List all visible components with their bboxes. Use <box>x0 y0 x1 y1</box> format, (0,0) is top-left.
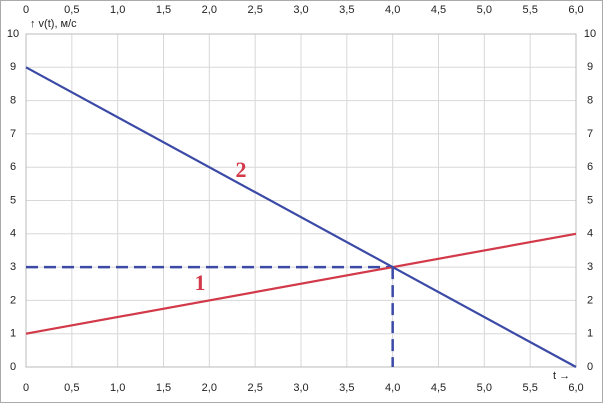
x-tick-label: 2,5 <box>248 382 263 394</box>
y-tick-label: 0 <box>10 361 16 373</box>
y-tick-label: 9 <box>10 61 16 73</box>
x-tick-label: 6,0 <box>568 382 583 394</box>
y-tick-label: 10 <box>584 28 596 40</box>
x-tick-label: 1,5 <box>156 382 171 394</box>
y-tick-label: 5 <box>10 194 16 206</box>
y-tick-label: 6 <box>587 161 593 173</box>
y-tick-label: 3 <box>10 261 16 273</box>
x-tick-label: 5,0 <box>477 382 492 394</box>
y-tick-label: 6 <box>10 161 16 173</box>
x-tick-label: 4,0 <box>385 382 400 394</box>
x-tick-label: 2,0 <box>202 382 217 394</box>
x-tick-label: 0,5 <box>64 382 79 394</box>
x-tick-label: 3,0 <box>293 4 308 16</box>
x-tick-label: 6,0 <box>568 4 583 16</box>
series-label: 2 <box>236 157 247 182</box>
x-tick-label: 1,0 <box>110 4 125 16</box>
x-tick-label: 4,5 <box>431 382 446 394</box>
series-label: 1 <box>195 270 206 295</box>
y-tick-label: 7 <box>587 128 593 140</box>
y-tick-label: 4 <box>587 228 593 240</box>
y-tick-label: 5 <box>587 194 593 206</box>
x-tick-label: 4,5 <box>431 4 446 16</box>
y-tick-label: 3 <box>587 261 593 273</box>
y-tick-label: 2 <box>10 294 16 306</box>
x-tick-label: 3,5 <box>339 382 354 394</box>
x-tick-label: 1,5 <box>156 4 171 16</box>
x-tick-label: 3,0 <box>293 382 308 394</box>
x-tick-label: 3,5 <box>339 4 354 16</box>
y-tick-label: 4 <box>10 228 16 240</box>
x-tick-label: 0 <box>23 382 29 394</box>
y-axis-label: ↑ v(t), м/с <box>30 18 77 30</box>
x-axis-label: t → <box>553 370 570 382</box>
y-tick-label: 1 <box>10 328 16 340</box>
line <box>25 66 577 368</box>
y-tick-label: 8 <box>587 95 593 107</box>
y-tick-label: 8 <box>10 95 16 107</box>
y-tick-label: 9 <box>587 61 593 73</box>
x-tick-label: 2,5 <box>248 4 263 16</box>
x-tick-label: 4,0 <box>385 4 400 16</box>
x-tick-label: 1,0 <box>110 382 125 394</box>
x-tick-label: 5,0 <box>477 4 492 16</box>
line <box>25 232 577 335</box>
y-tick-label: 2 <box>587 294 593 306</box>
y-tick-label: 10 <box>7 28 19 40</box>
x-tick-label: 5,5 <box>523 382 538 394</box>
x-tick-label: 2,0 <box>202 4 217 16</box>
x-tick-label: 5,5 <box>523 4 538 16</box>
y-tick-label: 1 <box>587 328 593 340</box>
plot-frame <box>25 33 577 368</box>
y-tick-label: 7 <box>10 128 16 140</box>
x-tick-label: 0 <box>23 4 29 16</box>
y-tick-label: 0 <box>587 361 593 373</box>
x-tick-label: 0,5 <box>64 4 79 16</box>
